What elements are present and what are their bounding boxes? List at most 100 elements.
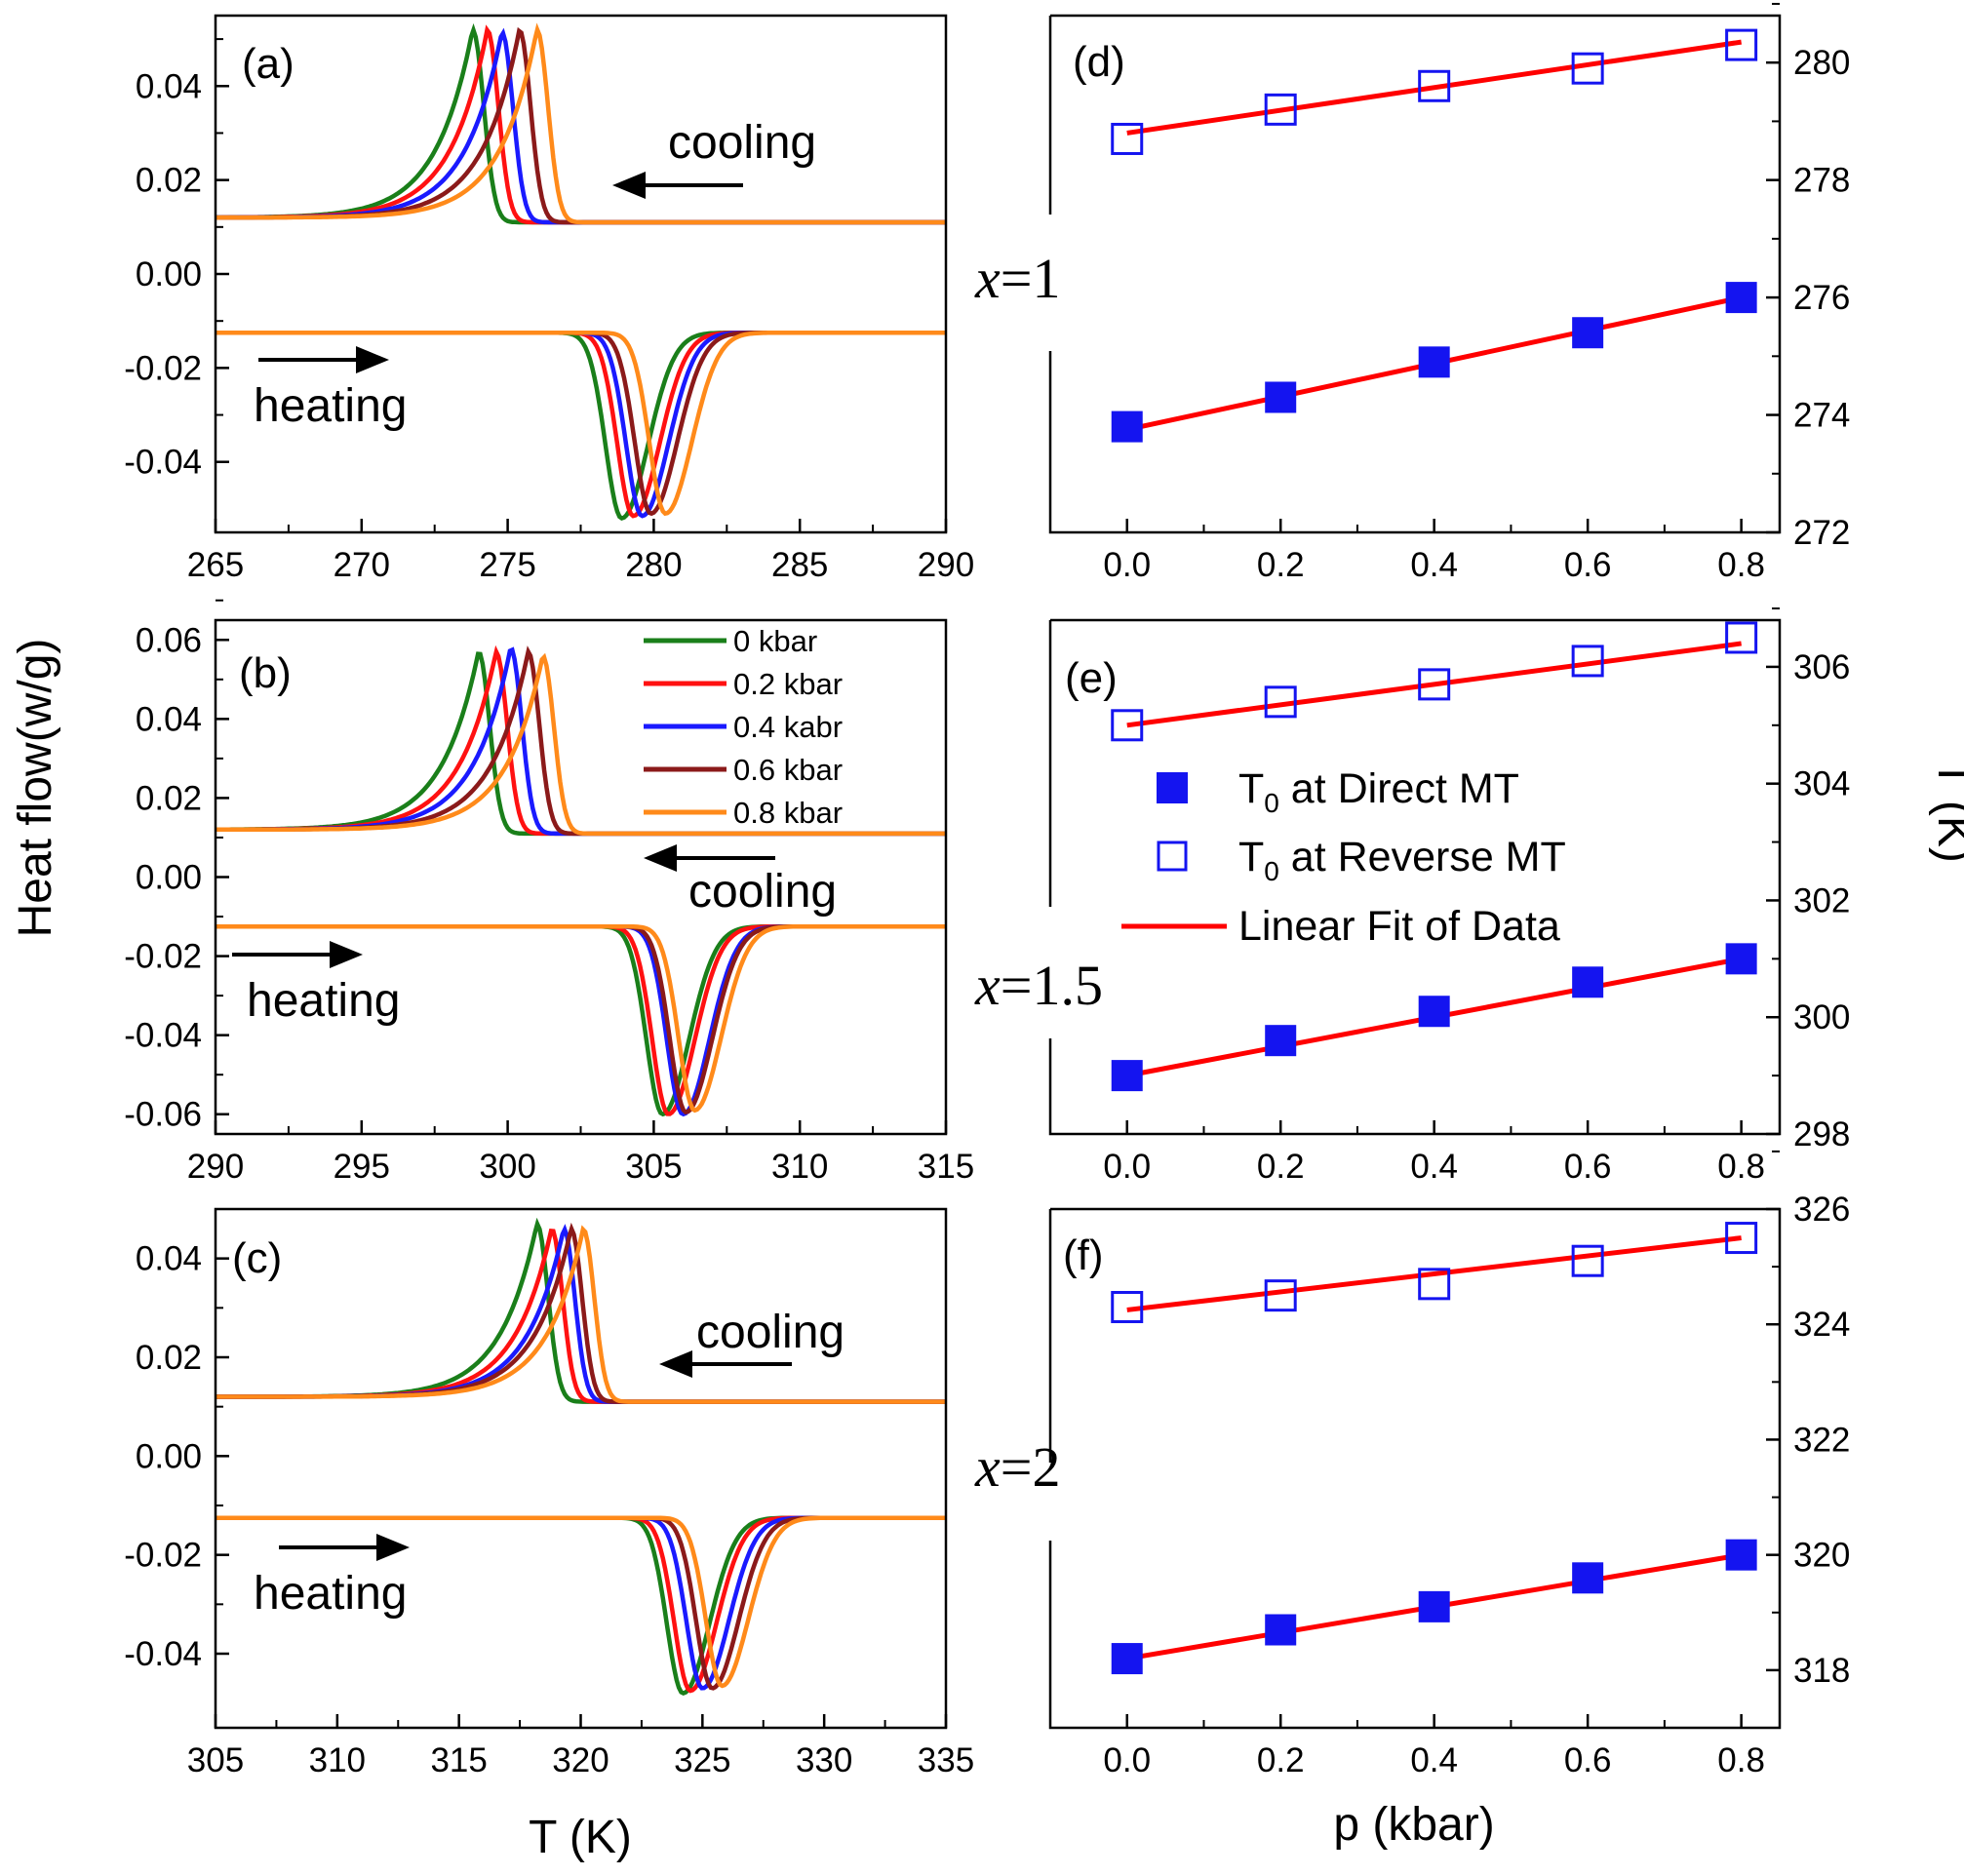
panel-f-xtick-label-2: 0.4 [1410,1741,1458,1779]
panel-d-ytick-label-1: 274 [1793,397,1850,435]
panel-e-ytick-label-4: 306 [1793,648,1850,686]
panel-a-ytick-label-1: -0.02 [124,349,202,387]
panel-f-direct-point-4 [1725,1539,1757,1571]
panel-a-ytick-label-3: 0.02 [136,162,202,200]
legend-open-square [1157,840,1188,872]
panel-f-label: (f) [1063,1231,1104,1279]
panel-a-frame [214,14,948,534]
panel-d-reverse-point-0 [1111,122,1144,155]
panel-e: 0.0 0.2 0.4 0.6 0.8 298 300 302 304 306 [1048,607,1850,1186]
panel-a-cooling-curve-0 [216,22,946,225]
panel-f-ytick-label-4: 326 [1793,1191,1850,1229]
panel-e-ytick-label-3: 304 [1793,765,1850,803]
panel-f-direct-point-1 [1265,1614,1297,1646]
panel-b-label: (b) [239,649,292,697]
panel-b-ytick-label-5: 0.04 [136,700,202,738]
panel-c-cooling-arrowhead [659,1350,692,1378]
panel-a-cooling-curve-2 [216,27,946,225]
panel-a-xtick-label-2: 275 [479,546,535,584]
panel-e-ytick-label-1: 300 [1793,998,1850,1036]
panel-e-ytick-label-0: 298 [1793,1115,1850,1153]
panel-e-reverse-point-2 [1418,668,1451,701]
panel-f-frame [1048,1207,1782,1730]
panel-c-xtick-label-0: 305 [187,1741,244,1779]
panel-e-xtick-label-2: 0.4 [1410,1148,1458,1186]
panel-e-direct-point-1 [1265,1025,1297,1057]
panel-f-reverse-point-4 [1725,1222,1758,1255]
panel-a-heating-curve-4 [216,330,946,517]
panel-e-direct-point-0 [1111,1060,1143,1092]
panel-a-cooling-curve-1 [216,24,946,225]
panel-a-cooling-label: cooling [668,117,816,169]
panel-a-xtick-label-1: 270 [334,546,390,584]
panel-a-ytick-label-4: 0.04 [136,67,202,105]
panel-c-ytick-label-0: -0.04 [124,1635,202,1673]
panel-f-ytick-label-3: 324 [1793,1306,1850,1344]
panel-c-cooling-curve-4 [216,1225,946,1404]
panel-e-xtick-label-4: 0.8 [1717,1148,1765,1186]
panel-c-ytick-label-3: 0.02 [136,1339,202,1377]
panel-c-ytick-label-4: 0.04 [136,1240,202,1278]
panel-e-direct-point-4 [1725,943,1757,975]
legend-label-3: 0.6 kbar [733,753,843,787]
panel-a-heating-label: heating [254,380,407,432]
panel-d-direct-point-4 [1725,282,1757,314]
panel-a-cooling-curve-4 [216,22,946,225]
fit-legend: T0 at Direct MT T0 at Reverse MT Linear … [1121,765,1566,950]
panel-c-xtick-label-4: 325 [674,1741,730,1779]
panel-b-ytick-label-4: 0.02 [136,779,202,817]
panel-f-xtick-label-4: 0.8 [1717,1741,1765,1779]
panel-a-xtick-label-5: 290 [918,546,974,584]
legend-label-2: 0.4 kabr [733,710,843,744]
panel-a-label: (a) [242,40,295,88]
panel-e-direct-point-2 [1418,996,1450,1028]
pressure-legend: 0 kbar 0.2 kbar 0.4 kabr 0.6 kbar 0.8 kb… [644,624,843,830]
panel-c-heating-curve-4 [216,1515,946,1689]
panel-a-ytick-label-0: -0.04 [124,444,202,482]
panel-f-ytick-label-0: 318 [1793,1652,1850,1690]
panel-b-heating-label: heating [247,975,400,1027]
panel-f-reverse-point-1 [1264,1279,1297,1312]
panel-d-direct-point-2 [1418,346,1450,378]
panel-c-xtick-label-2: 315 [430,1741,487,1779]
panel-a-cooling-curve-3 [216,26,946,225]
panel-c-ytick-label-2: 0.00 [136,1437,202,1475]
panel-b-ytick-label-1: -0.04 [124,1017,202,1055]
panel-b-xtick-label-3: 305 [625,1148,682,1186]
panel-c-xtick-label-5: 330 [796,1741,852,1779]
panel-c-xtick-label-6: 335 [918,1741,974,1779]
panel-d-ytick-label-0: 272 [1793,514,1850,552]
panel-e-xtick-label-3: 0.6 [1564,1148,1612,1186]
panel-c-frame [214,1207,948,1730]
panel-d-direct-point-1 [1265,381,1297,413]
panel-c: 305 310 315 320 325 330 335 -0.04 -0.02 0.00 0.02 0… [124,1207,974,1779]
panel-d-label: (d) [1073,38,1125,86]
panel-e-reverse-point-3 [1571,645,1604,678]
panel-c-xtick-label-3: 320 [552,1741,609,1779]
composition-label-2: x=1.5 [974,954,1103,1017]
panel-b-heating-arrowhead [330,941,363,968]
panel-d-reverse-point-3 [1571,52,1604,85]
legend-filled-square [1157,772,1188,803]
panel-b-ytick-label-2: -0.02 [124,938,202,976]
panel-e-reverse-point-4 [1725,621,1758,654]
panel-b-xtick-label-1: 295 [334,1148,390,1186]
panel-d-ytick-label-2: 276 [1793,279,1850,317]
panel-e-reverse-point-1 [1264,685,1297,719]
panel-b-heating-curve-4 [216,923,946,1114]
panel-c-label: (c) [232,1234,282,1282]
panel-f: 0.0 0.2 0.4 0.6 0.8 318 320 322 324 326 [1048,1150,1850,1779]
panel-e-xtick-label-1: 0.2 [1257,1148,1305,1186]
panel-b-xtick-label-2: 300 [479,1148,535,1186]
panel-f-reverse-point-0 [1111,1290,1144,1323]
panel-b-cooling-curve-4 [216,652,946,837]
panel-b-cooling-label: cooling [688,866,837,918]
panel-b-cooling-arrowhead [644,844,677,872]
panel-e-ytick-label-2: 302 [1793,881,1850,919]
panel-f-xtick-label-3: 0.6 [1564,1741,1612,1779]
panel-f-direct-point-2 [1418,1590,1450,1622]
legend-direct-text: T0 at Direct MT [1238,765,1519,818]
panel-d-frame [1048,14,1782,534]
legend-label-1: 0.2 kbar [733,667,843,701]
panel-a-heating-arrowhead [356,346,389,373]
